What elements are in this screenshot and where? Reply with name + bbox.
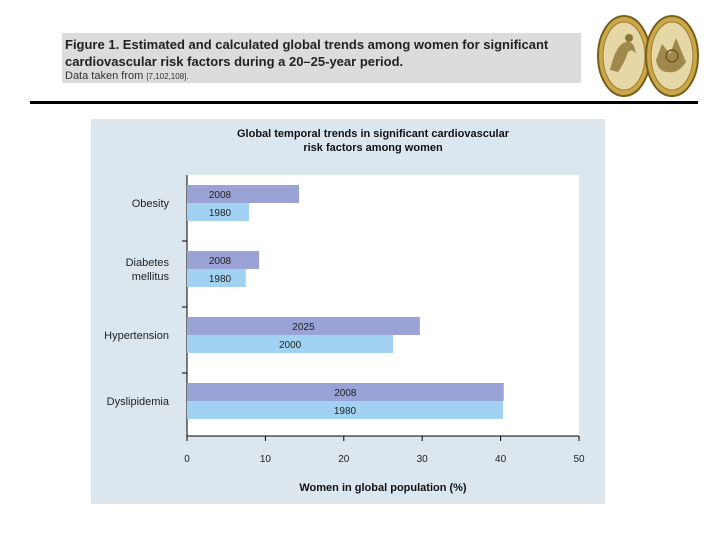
category-label: Obesity	[132, 198, 170, 210]
bar-year-label: 1980	[209, 274, 232, 285]
coin-medal-icon	[597, 15, 651, 97]
bar-earlier	[187, 269, 246, 287]
figure-caption-source: Data taken from [7,102,108].	[65, 70, 189, 83]
bar-earlier	[187, 335, 394, 353]
bar-earlier	[187, 203, 249, 221]
x-axis-label: Women in global population (%)	[299, 482, 467, 494]
category-label: Dyslipidemia	[107, 396, 170, 408]
x-tick-label: 0	[184, 454, 190, 465]
figure-caption-title: Figure 1. Estimated and calculated globa…	[65, 37, 549, 69]
x-tick-label: 10	[260, 454, 272, 465]
x-tick-label: 20	[338, 454, 350, 465]
chart-panel: Global temporal trends in significant ca…	[91, 119, 605, 504]
category-label: mellitus	[132, 271, 170, 283]
source-prefix: Data taken from	[65, 70, 144, 82]
bar-year-label: 2008	[209, 190, 232, 201]
category-label: Diabetes	[126, 257, 170, 269]
bar-year-label: 1980	[334, 406, 357, 417]
coin-medal-icon	[645, 15, 699, 97]
x-tick-label: 40	[495, 454, 507, 465]
bar-year-label: 2008	[334, 388, 357, 399]
bar-recent	[187, 317, 420, 335]
bar-year-label: 2025	[292, 322, 315, 333]
source-references: [7,102,108].	[146, 72, 189, 81]
bar-year-label: 1980	[209, 208, 232, 219]
x-tick-label: 30	[417, 454, 429, 465]
bar-year-label: 2000	[279, 340, 302, 351]
header-divider	[30, 101, 698, 104]
figure-caption: Figure 1. Estimated and calculated globa…	[62, 33, 581, 83]
bar-recent	[187, 251, 260, 269]
x-tick-label: 50	[573, 454, 585, 465]
bar-recent	[187, 383, 504, 401]
bar-earlier	[187, 401, 503, 419]
bar-year-label: 2008	[209, 256, 232, 267]
bar-recent	[187, 185, 300, 203]
category-label: Hypertension	[104, 330, 169, 342]
coin-medals-logo	[597, 15, 699, 97]
bar-chart: Global temporal trends in significant ca…	[104, 128, 585, 494]
chart-title: Global temporal trends in significant ca…	[237, 128, 510, 154]
